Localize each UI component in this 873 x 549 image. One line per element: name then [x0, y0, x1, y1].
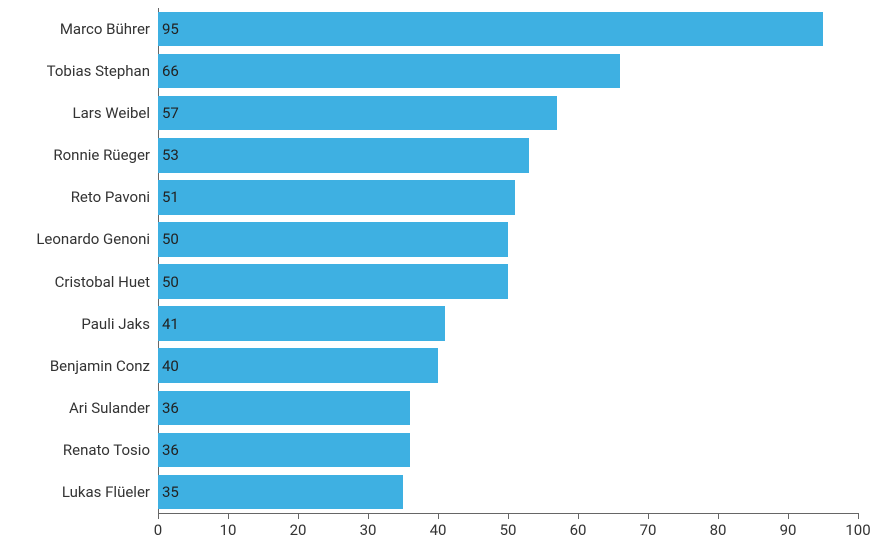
x-axis-label: 0	[154, 513, 162, 539]
plot-area: 95Marco Bührer66Tobias Stephan57Lars Wei…	[158, 8, 858, 513]
y-axis-label: Benjamin Conz	[50, 357, 158, 375]
bar: 57	[158, 96, 557, 131]
y-axis-label: Renato Tosio	[63, 441, 158, 459]
bar: 36	[158, 391, 410, 426]
x-axis-label: 40	[430, 513, 447, 539]
x-axis-label: 60	[570, 513, 587, 539]
y-axis-label: Lars Weibel	[73, 104, 159, 122]
x-axis-label: 50	[500, 513, 517, 539]
y-axis-label: Marco Bührer	[60, 20, 158, 38]
y-axis-label: Cristobal Huet	[55, 273, 158, 291]
bar-value-label: 50	[162, 273, 179, 291]
bar-value-label: 36	[162, 441, 179, 459]
x-axis-label: 90	[780, 513, 797, 539]
bar: 41	[158, 306, 445, 341]
bar-value-label: 53	[162, 146, 179, 164]
y-axis-label: Leonardo Genoni	[36, 230, 158, 248]
y-axis-label: Pauli Jaks	[81, 315, 158, 333]
x-axis-label: 70	[640, 513, 657, 539]
x-axis-label: 30	[360, 513, 377, 539]
bar: 51	[158, 180, 515, 215]
x-axis-label: 100	[845, 513, 870, 539]
y-axis-label: Reto Pavoni	[71, 188, 158, 206]
x-axis-label: 80	[710, 513, 727, 539]
bar: 50	[158, 264, 508, 299]
x-axis-label: 20	[290, 513, 307, 539]
bar: 50	[158, 222, 508, 257]
bar: 95	[158, 12, 823, 47]
chart-container: 95Marco Bührer 66Tobias Stephan 57Lars Wei…	[0, 0, 873, 549]
bar-value-label: 95	[162, 20, 179, 38]
bar: 66	[158, 54, 620, 89]
y-axis-label: Ronnie Rüeger	[53, 146, 158, 164]
bar-value-label: 57	[162, 104, 179, 122]
bar-value-label: 51	[162, 188, 179, 206]
bar: 35	[158, 475, 403, 510]
bar-value-label: 41	[162, 315, 179, 333]
bar-value-label: 35	[162, 483, 179, 501]
y-axis-label: Lukas Flüeler	[62, 483, 158, 501]
y-axis-label: Tobias Stephan	[47, 62, 158, 80]
bar: 36	[158, 433, 410, 468]
bar-value-label: 36	[162, 399, 179, 417]
x-axis-label: 10	[220, 513, 237, 539]
bar-value-label: 66	[162, 62, 179, 80]
bar: 40	[158, 348, 438, 383]
bar: 53	[158, 138, 529, 173]
y-axis-label: Ari Sulander	[69, 399, 158, 417]
bar-value-label: 50	[162, 230, 179, 248]
bar-value-label: 40	[162, 357, 179, 375]
